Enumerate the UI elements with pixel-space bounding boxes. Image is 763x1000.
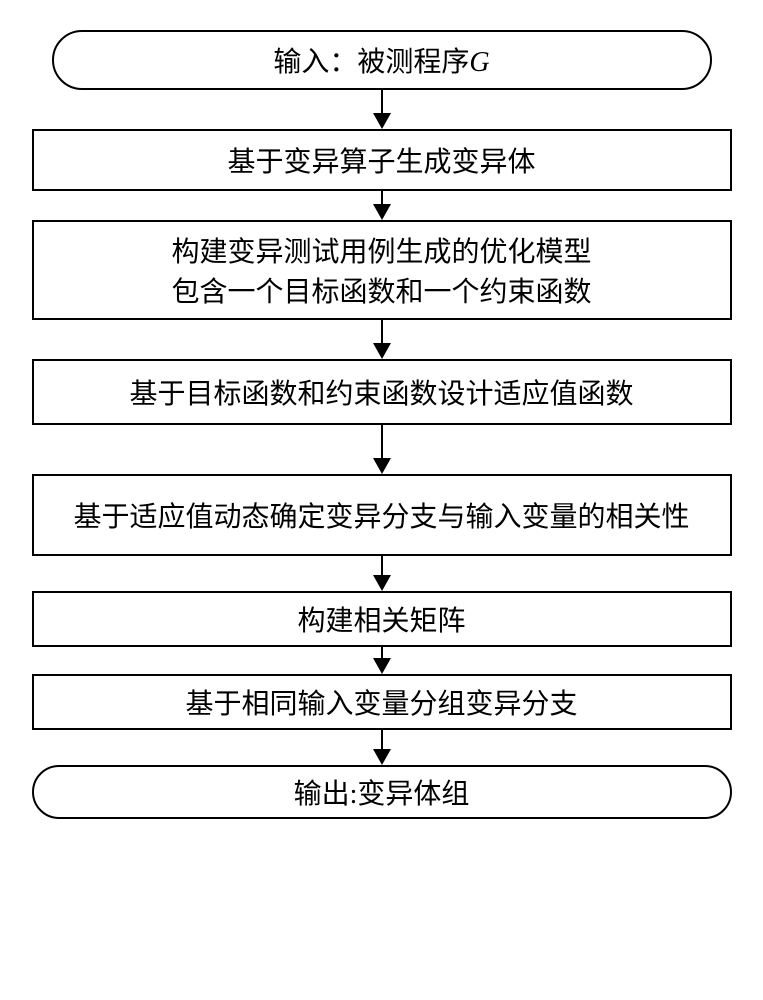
flow-node-n1: 基于变异算子生成变异体 xyxy=(32,129,732,191)
node-text: 包含一个目标函数和一个约束函数 xyxy=(171,270,591,310)
flow-node-n2: 构建变异测试用例生成的优化模型包含一个目标函数和一个约束函数 xyxy=(32,220,732,320)
flow-arrow xyxy=(373,320,391,359)
flow-node-n3: 基于目标函数和约束函数设计适应值函数 xyxy=(32,359,732,425)
node-text: 输出:变异体组 xyxy=(294,772,470,812)
node-text: 基于相同输入变量分组变异分支 xyxy=(185,682,577,722)
flow-arrow xyxy=(373,425,391,474)
node-text: 基于变异算子生成变异体 xyxy=(227,140,535,180)
flow-node-n0: 输入：被测程序G xyxy=(52,30,712,90)
flow-node-n7: 输出:变异体组 xyxy=(32,765,732,819)
node-text: 基于适应值动态确定变异分支与输入变量的相关性 xyxy=(73,495,689,535)
node-text: 基于目标函数和约束函数设计适应值函数 xyxy=(129,372,633,412)
flow-node-n4: 基于适应值动态确定变异分支与输入变量的相关性 xyxy=(32,474,732,556)
node-text: 构建相关矩阵 xyxy=(297,599,465,639)
flow-node-n6: 基于相同输入变量分组变异分支 xyxy=(32,674,732,730)
flowchart-container: 输入：被测程序G 基于变异算子生成变异体构建变异测试用例生成的优化模型包含一个目标… xyxy=(30,30,733,819)
node-text: 输入：被测程序G xyxy=(273,40,489,80)
flow-arrow xyxy=(373,191,391,220)
flow-arrow xyxy=(373,556,391,591)
flow-arrow xyxy=(373,730,391,765)
flow-arrow xyxy=(373,647,391,674)
node-text: 构建变异测试用例生成的优化模型 xyxy=(171,230,591,270)
flow-node-n5: 构建相关矩阵 xyxy=(32,591,732,647)
flow-arrow xyxy=(373,90,391,129)
